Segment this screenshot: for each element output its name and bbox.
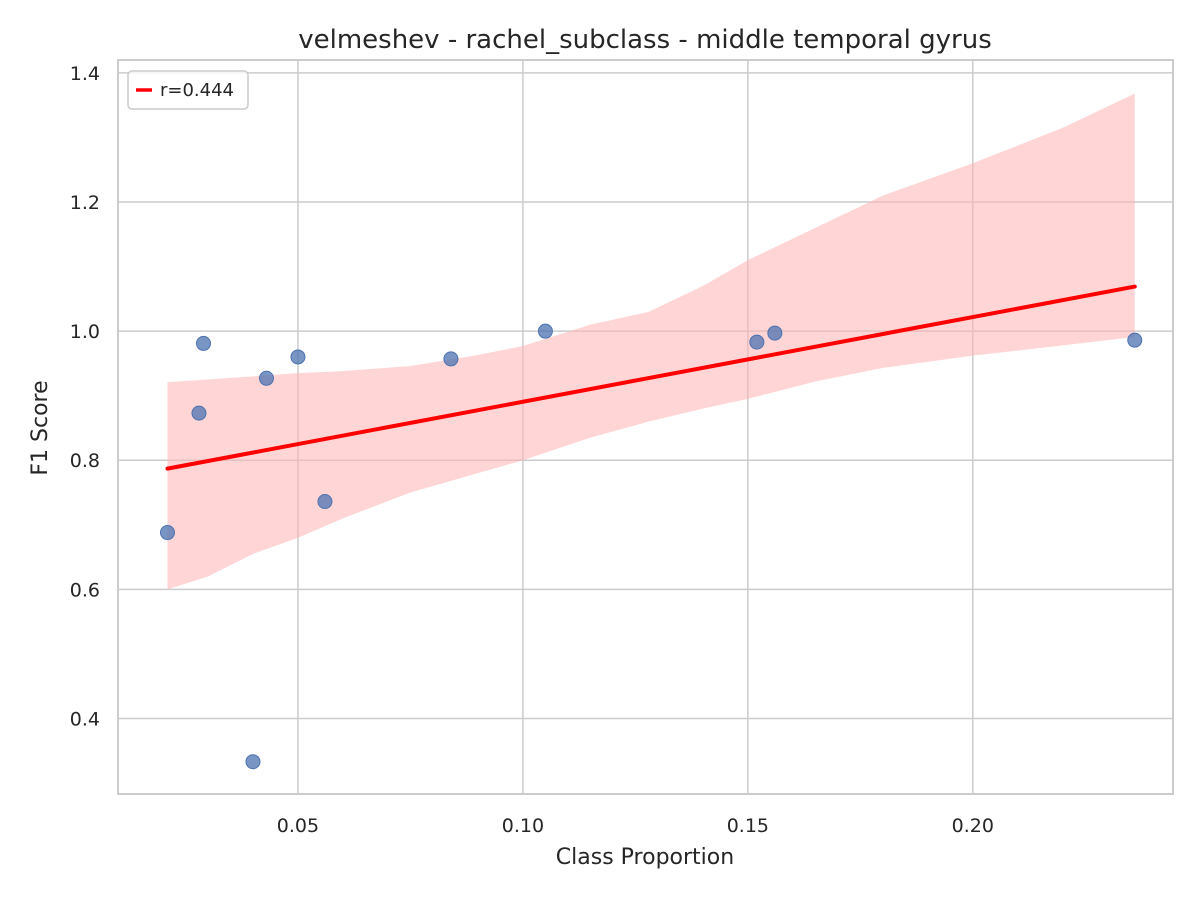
x-tick-label: 0.05 — [277, 815, 319, 837]
regression-line — [165, 284, 1137, 471]
data-point — [159, 525, 175, 541]
y-tick-label: 1.2 — [70, 192, 100, 214]
confidence-band — [167, 93, 1135, 590]
data-point — [290, 349, 306, 365]
y-tick-label: 0.6 — [70, 579, 100, 601]
x-tick-label: 0.15 — [727, 815, 769, 837]
legend: r=0.444 — [127, 70, 249, 110]
data-point — [767, 325, 783, 341]
y-tick-label: 1.0 — [70, 321, 100, 343]
data-point — [443, 351, 459, 367]
data-point — [245, 754, 261, 770]
y-tick-label: 0.8 — [70, 450, 100, 472]
y-tick-label: 1.4 — [70, 63, 100, 85]
y-axis-label: F1 Score — [28, 380, 53, 475]
data-point — [1127, 332, 1143, 348]
legend-box — [127, 70, 249, 110]
data-point — [317, 494, 333, 510]
plot-frame — [117, 59, 1174, 795]
y-tick-label: 0.4 — [70, 708, 100, 730]
chart-title: velmeshev - rachel_subclass - middle tem… — [298, 25, 992, 55]
y-ticks: 0.4 0.6 0.8 1.0 1.2 1.4 — [70, 63, 100, 731]
x-axis-label: Class Proportion — [556, 845, 734, 870]
x-ticks: 0.05 0.10 0.15 0.20 — [277, 815, 994, 837]
data-point — [749, 334, 765, 350]
data-points — [159, 323, 1143, 770]
legend-label: r=0.444 — [160, 80, 234, 101]
data-point — [537, 323, 553, 339]
x-tick-label: 0.10 — [502, 815, 544, 837]
x-tick-label: 0.20 — [952, 815, 994, 837]
data-point — [258, 370, 274, 386]
data-point — [195, 335, 211, 351]
confidence-band-area — [167, 93, 1135, 590]
data-point — [191, 405, 207, 421]
regression-line-group — [165, 284, 1137, 471]
